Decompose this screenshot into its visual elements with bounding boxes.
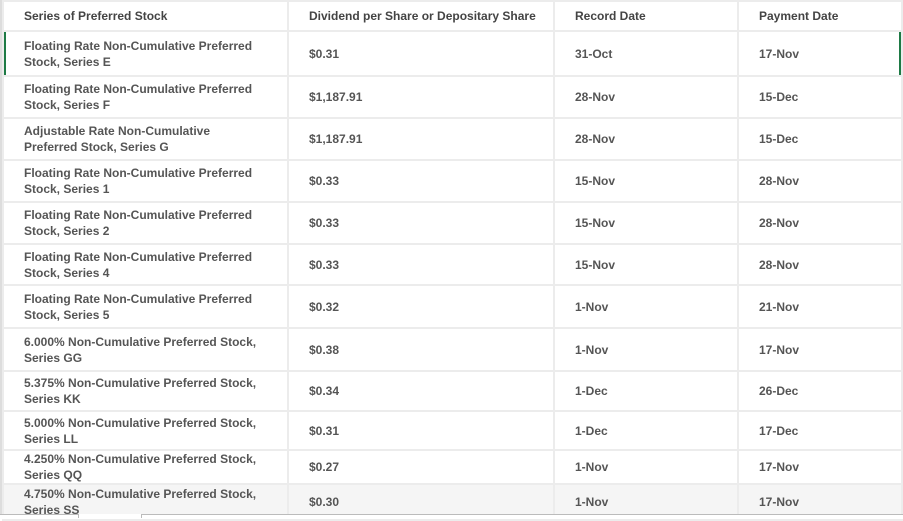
- table-row[interactable]: 5.375% Non-Cumulative Preferred Stock, S…: [2, 370, 903, 412]
- header-payment-date[interactable]: Payment Date: [737, 0, 903, 32]
- payment-date-cell[interactable]: 17-Dec: [737, 410, 903, 451]
- sheet-left-edge: [0, 0, 2, 514]
- table-row[interactable]: Floating Rate Non-Cumulative Preferred S…: [2, 75, 903, 119]
- table-row[interactable]: 5.000% Non-Cumulative Preferred Stock, S…: [2, 410, 903, 451]
- series-cell[interactable]: Adjustable Rate Non-Cumulative Preferred…: [2, 117, 289, 161]
- header-dividend[interactable]: Dividend per Share or Depositary Share: [287, 0, 555, 32]
- table-row[interactable]: Floating Rate Non-Cumulative Preferred S…: [2, 159, 903, 203]
- payment-date-cell[interactable]: 17-Nov: [737, 327, 903, 372]
- series-cell[interactable]: Floating Rate Non-Cumulative Preferred S…: [2, 201, 289, 245]
- table-row[interactable]: Floating Rate Non-Cumulative Preferred S…: [2, 243, 903, 286]
- dividend-cell[interactable]: $0.32: [287, 284, 555, 329]
- series-cell[interactable]: 5.000% Non-Cumulative Preferred Stock, S…: [2, 410, 289, 451]
- dividend-cell[interactable]: $0.33: [287, 201, 555, 245]
- dividend-cell[interactable]: $0.33: [287, 243, 555, 286]
- payment-date-cell[interactable]: 17-Nov: [737, 30, 903, 77]
- table-row[interactable]: Floating Rate Non-Cumulative Preferred S…: [2, 201, 903, 245]
- horizontal-scrollbar[interactable]: [0, 514, 903, 519]
- series-cell[interactable]: Floating Rate Non-Cumulative Preferred S…: [2, 243, 289, 286]
- dividend-cell[interactable]: $0.27: [287, 449, 555, 485]
- series-cell[interactable]: 5.375% Non-Cumulative Preferred Stock, S…: [2, 370, 289, 412]
- record-date-cell[interactable]: 1-Dec: [553, 370, 739, 412]
- payment-date-cell[interactable]: 28-Nov: [737, 201, 903, 245]
- header-series[interactable]: Series of Preferred Stock: [2, 0, 289, 32]
- payment-date-cell[interactable]: 15-Dec: [737, 117, 903, 161]
- series-cell[interactable]: Floating Rate Non-Cumulative Preferred S…: [2, 75, 289, 119]
- table-row[interactable]: 4.250% Non-Cumulative Preferred Stock, S…: [2, 449, 903, 485]
- dividend-cell[interactable]: $0.34: [287, 370, 555, 412]
- payment-date-cell[interactable]: 28-Nov: [737, 243, 903, 286]
- record-date-cell[interactable]: 1-Nov: [553, 284, 739, 329]
- record-date-cell[interactable]: 15-Nov: [553, 159, 739, 203]
- table-row[interactable]: Adjustable Rate Non-Cumulative Preferred…: [2, 117, 903, 161]
- series-cell[interactable]: 4.250% Non-Cumulative Preferred Stock, S…: [2, 449, 289, 485]
- series-cell[interactable]: Floating Rate Non-Cumulative Preferred S…: [2, 159, 289, 203]
- dividend-cell[interactable]: $0.31: [287, 30, 555, 77]
- dividend-cell[interactable]: $0.31: [287, 410, 555, 451]
- record-date-cell[interactable]: 31-Oct: [553, 30, 739, 77]
- record-date-cell[interactable]: 28-Nov: [553, 117, 739, 161]
- sheet-tab[interactable]: [78, 514, 142, 518]
- header-record-date[interactable]: Record Date: [553, 0, 739, 32]
- payment-date-cell[interactable]: 15-Dec: [737, 75, 903, 119]
- payment-date-cell[interactable]: 21-Nov: [737, 284, 903, 329]
- record-date-cell[interactable]: 15-Nov: [553, 201, 739, 245]
- dividend-cell[interactable]: $0.38: [287, 327, 555, 372]
- record-date-cell[interactable]: 1-Dec: [553, 410, 739, 451]
- series-cell[interactable]: Floating Rate Non-Cumulative Preferred S…: [2, 30, 289, 77]
- record-date-cell[interactable]: 15-Nov: [553, 243, 739, 286]
- payment-date-cell[interactable]: 17-Nov: [737, 449, 903, 485]
- payment-date-cell[interactable]: 28-Nov: [737, 159, 903, 203]
- series-cell[interactable]: Floating Rate Non-Cumulative Preferred S…: [2, 284, 289, 329]
- record-date-cell[interactable]: 28-Nov: [553, 75, 739, 119]
- table-row[interactable]: Floating Rate Non-Cumulative Preferred S…: [2, 284, 903, 329]
- payment-date-cell[interactable]: 26-Dec: [737, 370, 903, 412]
- series-cell[interactable]: 6.000% Non-Cumulative Preferred Stock, S…: [2, 327, 289, 372]
- dividend-cell[interactable]: $0.33: [287, 159, 555, 203]
- record-date-cell[interactable]: 1-Nov: [553, 449, 739, 485]
- record-date-cell[interactable]: 1-Nov: [553, 327, 739, 372]
- table-row[interactable]: Floating Rate Non-Cumulative Preferred S…: [2, 30, 903, 77]
- dividend-cell[interactable]: $1,187.91: [287, 117, 555, 161]
- dividend-cell[interactable]: $1,187.91: [287, 75, 555, 119]
- header-row: Series of Preferred Stock Dividend per S…: [2, 0, 903, 32]
- table-row[interactable]: 6.000% Non-Cumulative Preferred Stock, S…: [2, 327, 903, 372]
